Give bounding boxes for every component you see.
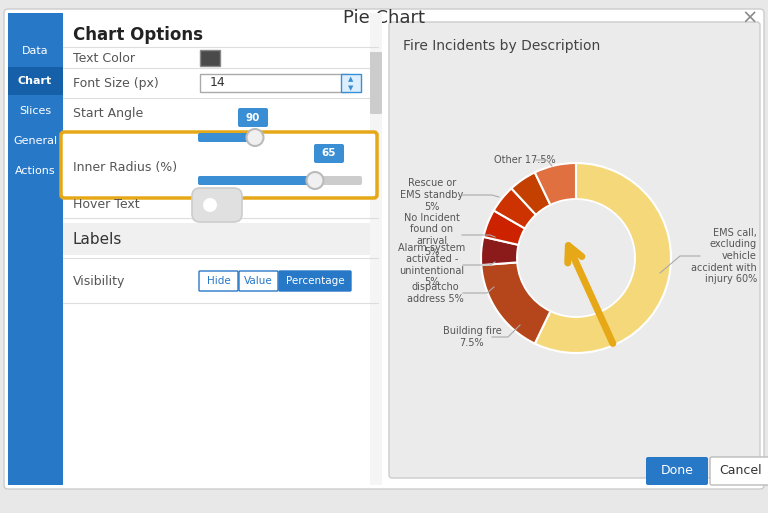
FancyBboxPatch shape [314, 144, 344, 163]
FancyBboxPatch shape [238, 108, 268, 127]
Bar [8, 67, 63, 95]
FancyBboxPatch shape [61, 132, 377, 198]
FancyBboxPatch shape [4, 9, 764, 489]
Text: Text Color: Text Color [73, 51, 135, 65]
FancyBboxPatch shape [710, 457, 768, 485]
Bar [370, 13, 382, 485]
Text: ×: × [742, 9, 758, 28]
Text: EMS call,
excluding
vehicle
accident with
injury 60%: EMS call, excluding vehicle accident wit… [691, 228, 757, 284]
Text: Start Angle: Start Angle [73, 107, 144, 120]
Wedge shape [511, 172, 551, 215]
Text: dispatcho
address 5%: dispatcho address 5% [406, 282, 463, 304]
Text: Building fire
7.5%: Building fire 7.5% [442, 326, 502, 348]
FancyBboxPatch shape [646, 457, 708, 485]
Text: Cancel: Cancel [720, 464, 763, 478]
Text: Hover Text: Hover Text [73, 199, 140, 211]
FancyBboxPatch shape [198, 133, 257, 142]
Circle shape [518, 200, 634, 316]
Text: Done: Done [660, 464, 694, 478]
Text: Rescue or
EMS standby
5%: Rescue or EMS standby 5% [400, 179, 464, 211]
Text: 90: 90 [246, 113, 260, 123]
Wedge shape [481, 237, 518, 265]
Text: Data: Data [22, 46, 48, 56]
Circle shape [203, 198, 217, 212]
Wedge shape [535, 163, 576, 205]
Text: Fire Incidents by Description: Fire Incidents by Description [403, 39, 601, 53]
Text: Actions: Actions [15, 166, 55, 176]
Text: No Incident
found on
arrival
5%: No Incident found on arrival 5% [404, 212, 460, 258]
Text: Value: Value [244, 276, 273, 286]
Wedge shape [535, 163, 671, 353]
FancyBboxPatch shape [279, 271, 351, 291]
Text: Labels: Labels [73, 231, 122, 247]
Text: Chart: Chart [18, 76, 52, 86]
Text: ▼: ▼ [349, 85, 354, 91]
FancyBboxPatch shape [198, 176, 317, 185]
FancyBboxPatch shape [239, 271, 278, 291]
Text: 📊: 📊 [745, 462, 751, 472]
Text: Slices: Slices [19, 106, 51, 116]
Text: Alarm system
activated -
unintentional
5%: Alarm system activated - unintentional 5… [399, 243, 465, 287]
Circle shape [247, 129, 263, 146]
Text: ▲: ▲ [349, 76, 354, 82]
Text: General: General [13, 136, 57, 146]
Text: Font Size (px): Font Size (px) [73, 76, 159, 89]
FancyBboxPatch shape [370, 52, 382, 114]
Text: 14: 14 [210, 76, 226, 89]
Bar [63, 223, 374, 255]
FancyBboxPatch shape [200, 74, 348, 92]
FancyBboxPatch shape [198, 133, 362, 142]
Text: Hide: Hide [207, 276, 230, 286]
Wedge shape [483, 210, 525, 245]
FancyBboxPatch shape [199, 271, 238, 291]
Text: Chart Options: Chart Options [73, 26, 203, 44]
FancyBboxPatch shape [192, 188, 242, 222]
Bar [200, 50, 220, 66]
FancyBboxPatch shape [389, 22, 760, 478]
Text: Visibility: Visibility [73, 274, 125, 287]
Wedge shape [482, 263, 551, 344]
Circle shape [306, 172, 323, 189]
Bar [341, 74, 361, 92]
Wedge shape [494, 188, 536, 229]
Text: Pie Chart: Pie Chart [343, 9, 425, 27]
Text: 65: 65 [322, 148, 336, 158]
Bar [8, 13, 63, 485]
Text: Other 17.5%: Other 17.5% [494, 155, 555, 165]
Text: Percentage: Percentage [286, 276, 344, 286]
FancyBboxPatch shape [198, 176, 362, 185]
Text: Inner Radius (%): Inner Radius (%) [73, 161, 177, 173]
